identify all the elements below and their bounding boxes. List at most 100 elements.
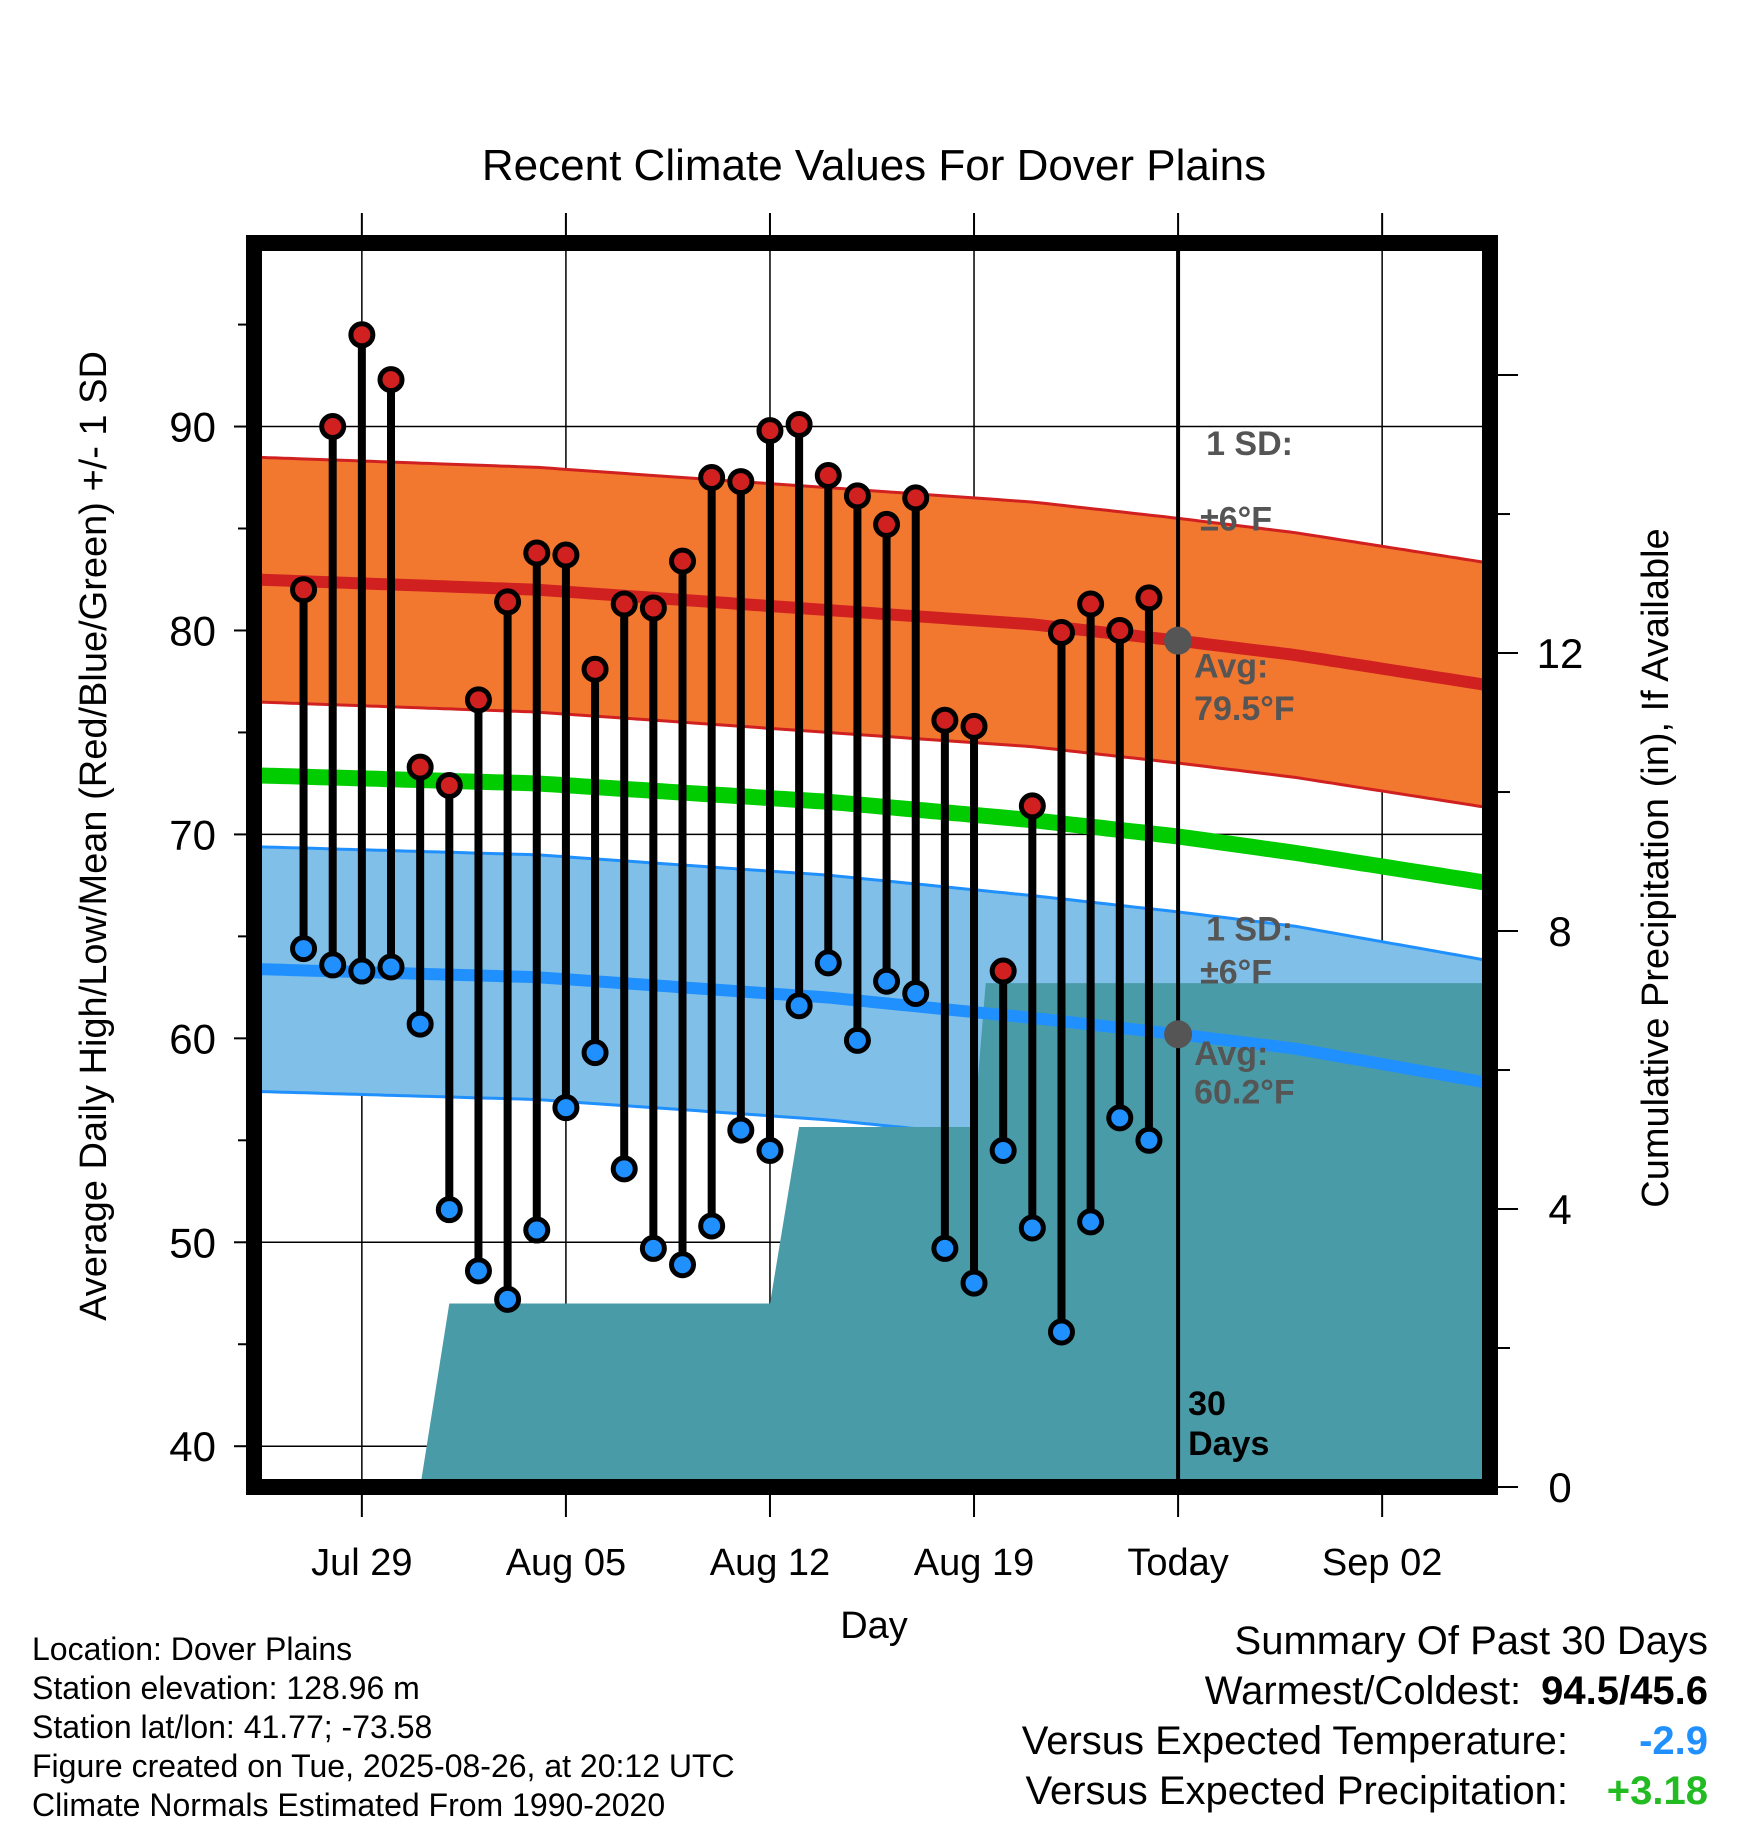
- info-location: Location: Dover Plains: [32, 1631, 353, 1667]
- summary-precip-label: Versus Expected Precipitation:: [1025, 1769, 1568, 1813]
- high-temp-point: [494, 588, 522, 616]
- high-temp-point: [727, 468, 755, 496]
- high-temp-point: [1077, 590, 1105, 618]
- low-temp-point: [756, 1137, 784, 1165]
- low-temp-point: [552, 1094, 580, 1122]
- summary-panel: Summary Of Past 30 Days Warmest/Coldest:…: [1022, 1616, 1708, 1816]
- summary-title: Summary Of Past 30 Days: [1234, 1619, 1708, 1663]
- y-tick-label: 70: [169, 811, 216, 858]
- high-temp-point: [698, 464, 726, 492]
- low-avg-value: 60.2°F: [1194, 1074, 1295, 1112]
- x-axis-label: Day: [840, 1605, 908, 1647]
- high-temp-point: [931, 706, 959, 734]
- high-temp-point: [960, 712, 988, 740]
- low-temp-point: [960, 1269, 988, 1297]
- summary-precip-value: +3.18: [1606, 1769, 1708, 1813]
- low-temp-point: [435, 1196, 463, 1224]
- high-temp-point: [639, 594, 667, 622]
- low-temp-point: [698, 1212, 726, 1240]
- low-temp-point: [523, 1216, 551, 1244]
- low-avg-line: [254, 963, 1487, 1089]
- low-temp-point: [669, 1251, 697, 1279]
- high-temp-point: [435, 771, 463, 799]
- today-low-avg-marker: [1164, 1020, 1193, 1049]
- summary-warmest-label: Warmest/Coldest:: [1204, 1669, 1522, 1713]
- x-tick-label: Jul 29: [311, 1542, 412, 1584]
- high-avg-title: Avg:: [1194, 647, 1268, 685]
- y-tick-label: 90: [169, 404, 216, 451]
- low-temp-point: [377, 953, 405, 981]
- chart-title: Recent Climate Values For Dover Plains: [482, 141, 1266, 190]
- low-temp-point: [1047, 1318, 1075, 1346]
- low-temp-point: [319, 951, 347, 979]
- high-temp-point: [1047, 619, 1075, 647]
- y2-tick-label: 8: [1548, 908, 1571, 955]
- high-temp-point: [406, 753, 434, 781]
- high-sd-lower-line: [254, 700, 1486, 809]
- low-sd-value: ±6°F: [1200, 953, 1272, 991]
- low-temp-point: [581, 1039, 609, 1067]
- high-avg-value: 79.5°F: [1194, 690, 1295, 728]
- high-temp-point: [669, 547, 697, 575]
- days-count-label: 30: [1188, 1385, 1226, 1423]
- low-temp-point: [843, 1026, 871, 1054]
- high-temp-point: [902, 484, 930, 512]
- high-temp-point: [377, 366, 405, 394]
- low-temp-point: [639, 1234, 667, 1262]
- y-tick-label: 40: [169, 1423, 216, 1470]
- high-temp-point: [989, 957, 1017, 985]
- high-temp-point: [290, 576, 318, 604]
- high-temp-point: [1018, 792, 1046, 820]
- low-temp-point: [406, 1010, 434, 1038]
- high-temp-point: [1106, 616, 1134, 644]
- plot-frame: [246, 235, 1498, 1495]
- x-tick-label: Aug 05: [506, 1542, 626, 1584]
- summary-warmest-value: 94.5/45.6: [1541, 1669, 1708, 1713]
- y2-tick-label: 12: [1537, 630, 1584, 677]
- summary-temp-value: -2.9: [1639, 1719, 1708, 1763]
- high-sd-band: [254, 457, 1486, 808]
- low-temp-point: [989, 1137, 1017, 1165]
- low-temp-point: [814, 949, 842, 977]
- low-temp-point: [1077, 1208, 1105, 1236]
- low-temp-point: [494, 1285, 522, 1313]
- low-temp-point: [902, 979, 930, 1007]
- days-word-label: Days: [1188, 1425, 1269, 1463]
- low-sd-title: 1 SD:: [1206, 910, 1293, 948]
- low-temp-point: [1106, 1104, 1134, 1132]
- high-temp-point: [581, 655, 609, 683]
- low-avg-title: Avg:: [1194, 1035, 1268, 1073]
- low-sd-upper-line: [254, 845, 1486, 962]
- x-tick-label: Aug 12: [710, 1542, 830, 1584]
- high-temp-point: [1135, 584, 1163, 612]
- y-axis-label: Average Daily High/Low/Mean (Red/Blue/Gr…: [73, 351, 115, 1321]
- low-temp-point: [785, 992, 813, 1020]
- y-tick-label: 50: [169, 1219, 216, 1266]
- summary-temp-label: Versus Expected Temperature:: [1021, 1719, 1568, 1763]
- high-sd-title: 1 SD:: [1206, 425, 1293, 463]
- low-temp-point: [873, 967, 901, 995]
- info-elevation: Station elevation: 128.96 m: [32, 1670, 420, 1706]
- high-temp-point: [843, 482, 871, 510]
- low-temp-point: [1018, 1214, 1046, 1242]
- info-normals: Climate Normals Estimated From 1990-2020: [32, 1787, 666, 1823]
- high-temp-point: [464, 686, 492, 714]
- high-temp-point: [785, 411, 813, 439]
- high-avg-line: [254, 573, 1487, 691]
- y-tick-label: 80: [169, 607, 216, 654]
- high-temp-point: [756, 417, 784, 445]
- x-tick-label: Aug 19: [914, 1542, 1034, 1584]
- high-temp-point: [523, 539, 551, 567]
- y2-tick-label: 0: [1548, 1464, 1571, 1511]
- high-temp-point: [319, 413, 347, 441]
- low-temp-point: [931, 1234, 959, 1262]
- high-sd-value: ±6°F: [1200, 501, 1272, 539]
- high-temp-point: [873, 510, 901, 538]
- x-tick-label: Today: [1127, 1542, 1228, 1584]
- station-info: Location: Dover Plains Station elevation…: [32, 1630, 735, 1825]
- y2-tick-label: 4: [1548, 1186, 1571, 1233]
- y2-axis-label: Cumulative Precipitation (in), If Availa…: [1635, 528, 1677, 1207]
